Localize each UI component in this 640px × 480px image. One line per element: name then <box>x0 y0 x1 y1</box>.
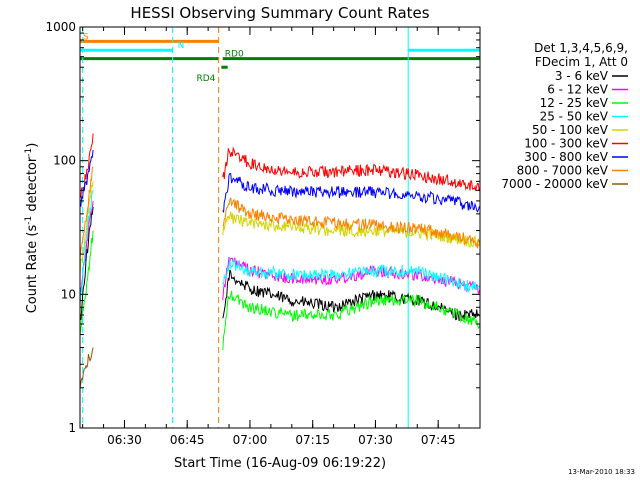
legend-label: 100 - 300 keV <box>524 137 608 151</box>
x-tick-label: 07:45 <box>421 433 456 447</box>
legend-label: 6 - 12 keV <box>547 83 609 97</box>
y-axis-label-part3: ) <box>25 143 40 148</box>
series-line <box>222 146 481 192</box>
y-axis-label-sup1: -1 <box>24 216 34 225</box>
series-line <box>79 150 94 208</box>
x-tick-label: 06:45 <box>170 433 205 447</box>
legend: Det 1,3,4,5,6,9, FDecim 1, Att 0 3 - 6 k… <box>501 41 628 191</box>
y-axis-label-part1: Count Rate (s <box>25 225 40 314</box>
series-line <box>222 172 481 213</box>
series-line <box>79 181 94 276</box>
series-line <box>222 257 481 294</box>
plot-frame <box>79 26 481 429</box>
y-axis-ticks: 1 10 100 1000 <box>45 20 480 435</box>
x-axis-ticks: 06:30 06:45 07:00 07:15 07:30 07:45 <box>82 27 481 447</box>
y-axis-label-part2: detector <box>25 156 40 216</box>
legend-label: 50 - 100 keV <box>532 123 609 137</box>
legend-label: 800 - 7000 keV <box>517 164 609 178</box>
series-line <box>79 190 94 304</box>
flag-label: N <box>178 41 185 51</box>
y-axis-label-sup2: -1 <box>24 148 34 157</box>
y-tick-label: 10 <box>61 287 76 301</box>
series-line <box>79 230 94 335</box>
x-tick-label: 07:00 <box>233 433 268 447</box>
y-tick-label: 100 <box>53 154 76 168</box>
series-line <box>79 347 94 390</box>
legend-label: 7000 - 20000 keV <box>501 177 608 191</box>
chart-title: HESSI Observing Summary Count Rates <box>130 4 429 22</box>
flag-label: N <box>178 41 185 51</box>
legend-label: 3 - 6 keV <box>555 69 609 83</box>
x-tick-label: 06:30 <box>107 433 142 447</box>
x-tick-label: 07:30 <box>358 433 393 447</box>
legend-label: 12 - 25 keV <box>540 96 609 110</box>
legend-label: 300 - 800 keV <box>524 150 608 164</box>
legend-header-2: FDecim 1, Att 0 <box>535 55 628 69</box>
series-line <box>222 290 481 351</box>
series-lines <box>79 133 481 390</box>
y-axis-label: Count Rate (s-1 detector-1) <box>24 143 40 314</box>
series-line <box>222 197 481 249</box>
legend-label: 25 - 50 keV <box>540 110 609 124</box>
series-line <box>79 166 94 260</box>
x-tick-label: 07:15 <box>295 433 330 447</box>
flag-label: RD4 <box>196 74 215 84</box>
flag-label: RD0 <box>225 50 244 60</box>
x-axis-label: Start Time (16-Aug-09 06:19:22) <box>174 456 386 471</box>
footer-timestamp: 13-Mar-2010 18:33 <box>568 468 635 476</box>
flag-label: S <box>83 32 89 42</box>
y-tick-label: 1 <box>68 421 76 435</box>
series-line <box>79 133 94 198</box>
y-tick-label: 1000 <box>45 20 76 34</box>
legend-header-1: Det 1,3,4,5,6,9, <box>534 41 628 55</box>
